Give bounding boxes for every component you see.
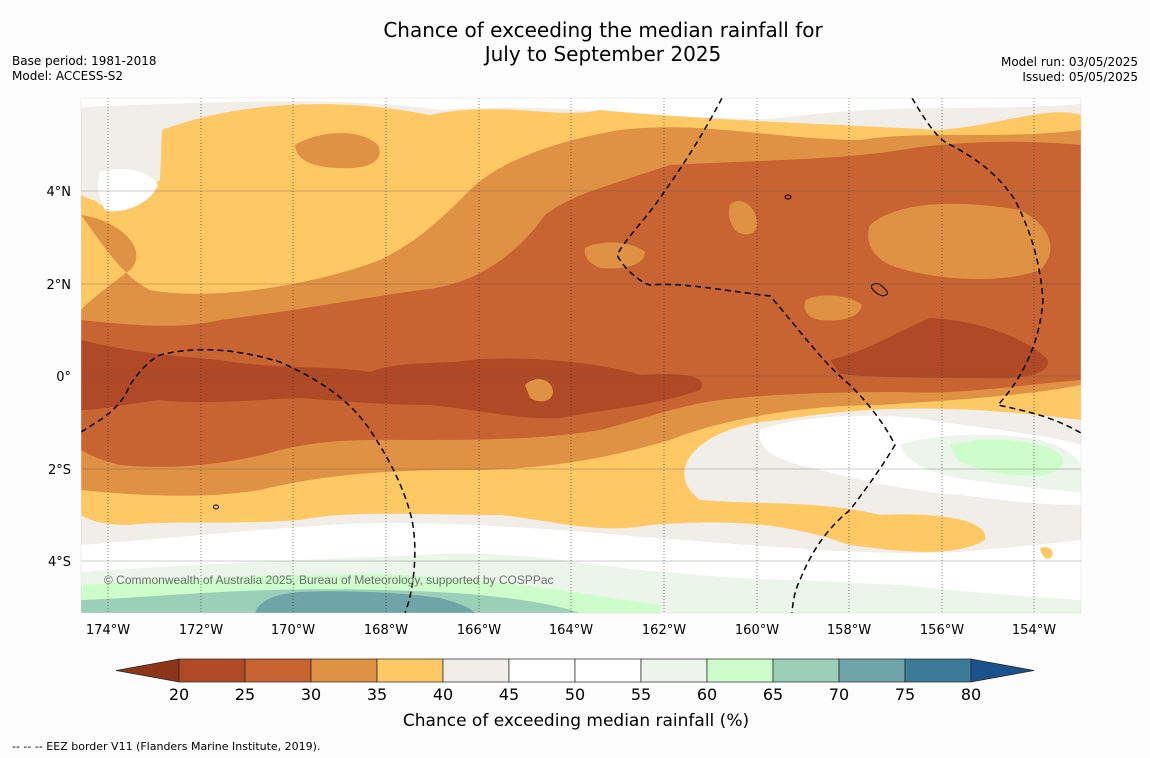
colorbar-tick-label: 35 <box>367 685 387 704</box>
colorbar-swatch <box>838 658 906 683</box>
colorbar-tick-label: 75 <box>895 685 915 704</box>
rainfall-probability-map <box>81 98 1081 613</box>
title-line-1: Chance of exceeding the median rainfall … <box>383 18 823 42</box>
colorbar-tick-label: 20 <box>169 685 189 704</box>
longitude-label: 166°W <box>457 623 501 638</box>
meta-left: Base period: 1981-2018 Model: ACCESS-S2 <box>12 54 157 84</box>
colorbar-tick-label: 65 <box>763 685 783 704</box>
longitude-label: 154°W <box>1012 623 1056 638</box>
band-30-35-small2 <box>584 242 645 269</box>
colorbar-swatch <box>640 658 708 683</box>
colorbar-tick-label: 60 <box>697 685 717 704</box>
colorbar-tick-label: 25 <box>235 685 255 704</box>
band-30-35-east <box>868 203 1051 280</box>
longitude-label: 168°W <box>364 623 408 638</box>
latitude-label: 4°S <box>48 555 71 570</box>
colorbar-swatch <box>904 658 972 683</box>
band-20-25-east <box>830 318 1049 379</box>
island <box>871 283 888 297</box>
band-30-35-patch <box>295 132 380 169</box>
colorbar <box>115 658 1035 683</box>
copyright-text: © Commonwealth of Australia 2025, Bureau… <box>104 573 554 587</box>
colorbar-tick-label: 55 <box>631 685 651 704</box>
colorbar-swatch <box>310 658 378 683</box>
latitude-label: 2°N <box>47 278 72 293</box>
island <box>784 194 792 200</box>
colorbar-ticks: 20 25 30 35 40 45 50 55 60 65 70 75 80 <box>169 685 981 704</box>
longitude-label: 172°W <box>179 623 223 638</box>
colorbar-swatch <box>178 658 246 683</box>
latitude-label: 0° <box>56 370 71 385</box>
map-frame <box>80 97 1082 614</box>
colorbar-tick-label: 50 <box>565 685 585 704</box>
colorbar-tick-label: 70 <box>829 685 849 704</box>
colorbar-swatch <box>376 658 444 683</box>
band-35-40-east-patch <box>1040 547 1053 559</box>
longitude-label: 156°W <box>920 623 964 638</box>
colorbar-tick-label: 40 <box>433 685 453 704</box>
longitude-label: 160°W <box>735 623 779 638</box>
map-title: Chance of exceeding the median rainfall … <box>0 18 1150 66</box>
colorbar-tick-label: 30 <box>301 685 321 704</box>
island <box>213 504 219 510</box>
longitude-label: 174°W <box>86 623 130 638</box>
band-30-35-small4 <box>525 379 553 402</box>
colorbar-swatch <box>244 658 312 683</box>
colorbar-swatch <box>508 658 576 683</box>
eez-border-west <box>81 348 416 613</box>
band-70-75-south <box>255 591 475 613</box>
colorbar-tick-label: 45 <box>499 685 519 704</box>
latitude-labels: 4°N 2°N 0° 2°S 4°S <box>47 185 72 570</box>
latitude-label: 2°S <box>48 463 71 478</box>
band-45-55-west <box>97 168 158 212</box>
meta-right: Model run: 03/05/2025 Issued: 05/05/2025 <box>1001 55 1138 85</box>
model-text: Model: ACCESS-S2 <box>12 69 124 83</box>
colorbar-swatch <box>706 658 774 683</box>
eez-legend-note: -- -- -- EEZ border V11 (Flanders Marine… <box>12 740 321 753</box>
colorbar-swatch <box>574 658 642 683</box>
band-30-35-small <box>804 295 862 321</box>
longitude-label: 170°W <box>271 623 315 638</box>
colorbar-over-arrow <box>970 658 1035 683</box>
colorbar-swatch <box>772 658 840 683</box>
gridlines <box>81 98 1081 613</box>
longitude-label: 164°W <box>549 623 593 638</box>
colorbar-swatch <box>442 658 510 683</box>
title-line-2: July to September 2025 <box>484 42 722 66</box>
colorbar-tick-label: 80 <box>961 685 981 704</box>
longitude-label: 158°W <box>827 623 871 638</box>
band-60-65-east <box>950 439 1063 476</box>
band-30-35-small3 <box>728 201 758 235</box>
longitude-label: 162°W <box>642 623 686 638</box>
longitude-labels: 174°W 172°W 170°W 168°W 166°W 164°W 162°W 160°W… <box>86 623 1056 638</box>
eez-border-east <box>911 98 1081 434</box>
latitude-label: 4°N <box>47 185 72 200</box>
eez-border-center <box>616 98 896 613</box>
base-period-text: Base period: 1981-2018 <box>12 54 157 68</box>
colorbar-under-arrow <box>115 658 180 683</box>
issued-text: Issued: 05/05/2025 <box>1022 70 1138 84</box>
eez-borders <box>81 98 1081 613</box>
model-run-text: Model run: 03/05/2025 <box>1000 55 1138 69</box>
band-45-55-north <box>81 98 1081 119</box>
colorbar-label: Chance of exceeding median rainfall (%) <box>403 711 749 731</box>
